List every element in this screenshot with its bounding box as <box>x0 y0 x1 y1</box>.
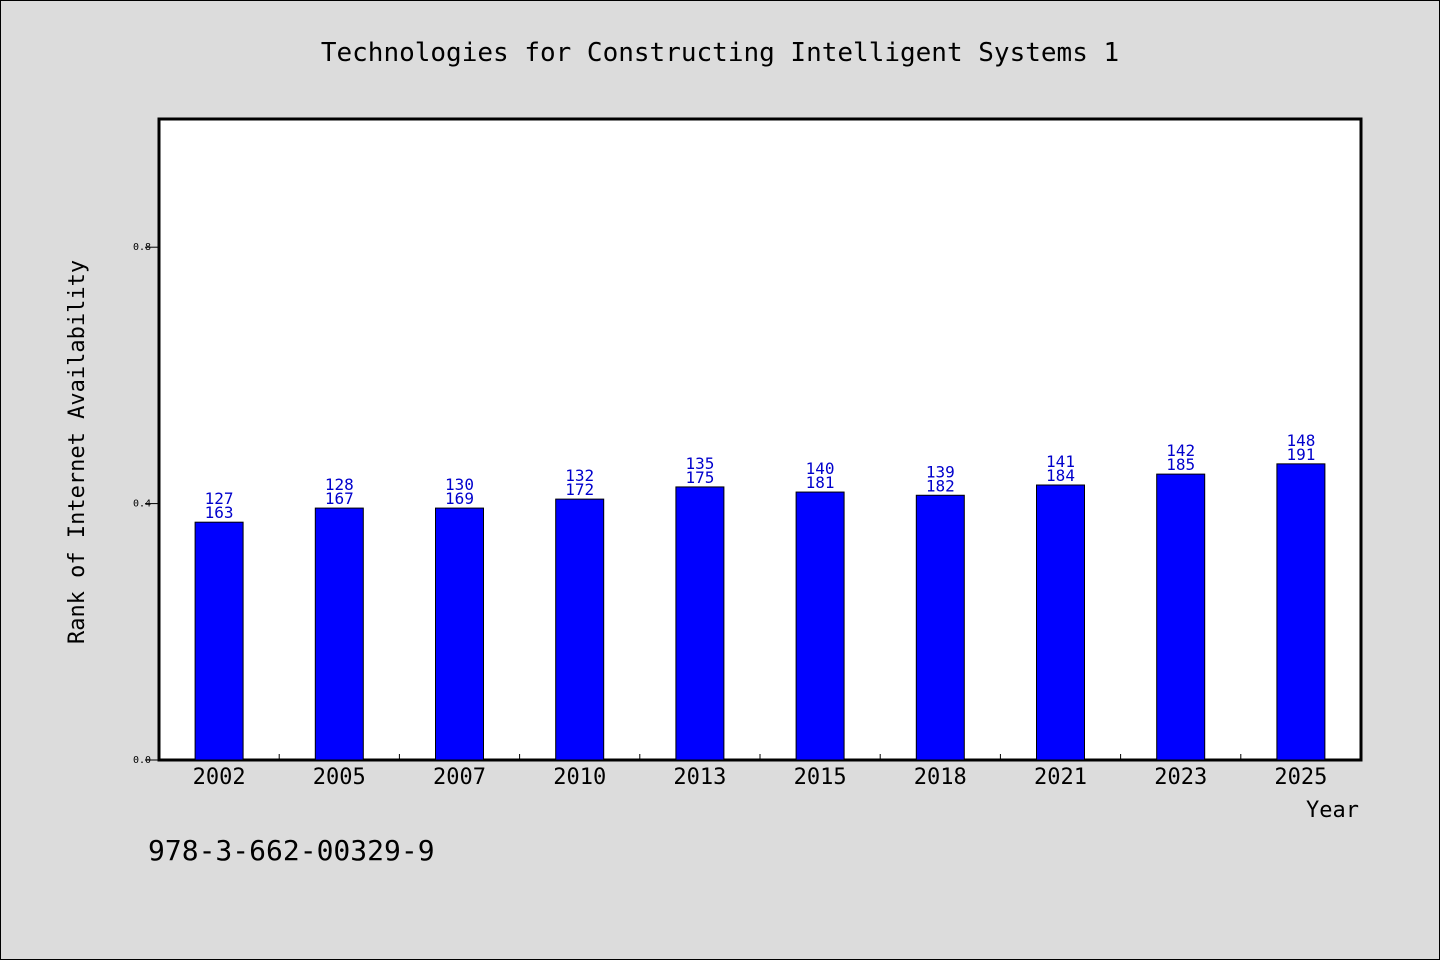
y-tick-label: 0.0 <box>133 755 151 766</box>
x-tick-label: 2015 <box>794 765 847 790</box>
isbn-text: 978-3-662-00329-9 <box>148 834 435 867</box>
bar-2015 <box>795 491 845 761</box>
y-tick-label: 0.4 <box>133 499 151 510</box>
x-tick-label: 2007 <box>433 765 486 790</box>
y-axis-label: Rank of Internet Availability <box>65 260 90 644</box>
x-axis-ticks: 2002 2005 2007 2010 2013 2015 2018 2021 2023 2025 <box>193 754 1327 790</box>
bar-label-bottom: 191 <box>1286 445 1315 464</box>
bar-2025 <box>1276 463 1326 761</box>
bar-label-top: 140 <box>806 459 835 478</box>
bar-2023 <box>1156 473 1206 761</box>
x-tick-label: 2025 <box>1274 765 1327 790</box>
x-tick-label: 2005 <box>313 765 366 790</box>
bar-label-bottom: 167 <box>325 489 354 508</box>
bar-label-bottom: 184 <box>1046 466 1075 485</box>
bar-label-bottom: 172 <box>565 480 594 499</box>
bar-2010 <box>555 498 605 761</box>
chart-title: Technologies for Constructing Intelligen… <box>321 38 1119 68</box>
x-axis-label: Year <box>1306 798 1359 823</box>
bar-2007 <box>435 507 484 761</box>
y-axis-ticks: 0.0 0.4 0.8 <box>133 242 159 766</box>
bar-label-bottom: 185 <box>1166 455 1195 474</box>
x-tick-label: 2013 <box>673 765 726 790</box>
x-tick-label: 2010 <box>553 765 606 790</box>
bar-label-top: 139 <box>926 462 955 481</box>
bar-label-top: 141 <box>1046 452 1075 471</box>
bar-label-bottom: 175 <box>685 468 714 487</box>
x-tick-label: 2023 <box>1154 765 1207 790</box>
bar-label-bottom: 181 <box>806 473 835 492</box>
bar-label-top: 142 <box>1166 441 1195 460</box>
bar-2021 <box>1036 484 1085 761</box>
bar-label-top: 148 <box>1286 431 1315 450</box>
bar-2002 <box>194 521 244 761</box>
bar-label-top: 127 <box>205 489 234 508</box>
bar-label-top: 130 <box>445 475 474 494</box>
bar-2018 <box>915 494 965 761</box>
x-tick-label: 2021 <box>1034 765 1087 790</box>
x-tick-label: 2018 <box>914 765 967 790</box>
bar-2005 <box>314 507 364 761</box>
x-tick-label: 2002 <box>193 765 246 790</box>
bar-label-top: 128 <box>325 475 354 494</box>
bar-2013 <box>675 486 725 761</box>
bar-label-bottom: 182 <box>926 476 955 495</box>
y-tick-label: 0.8 <box>133 242 151 253</box>
bar-label-bottom: 169 <box>445 489 474 508</box>
bar-label-top: 135 <box>685 454 714 473</box>
bar-label-top: 132 <box>565 466 594 485</box>
bar-label-bottom: 163 <box>205 503 234 522</box>
